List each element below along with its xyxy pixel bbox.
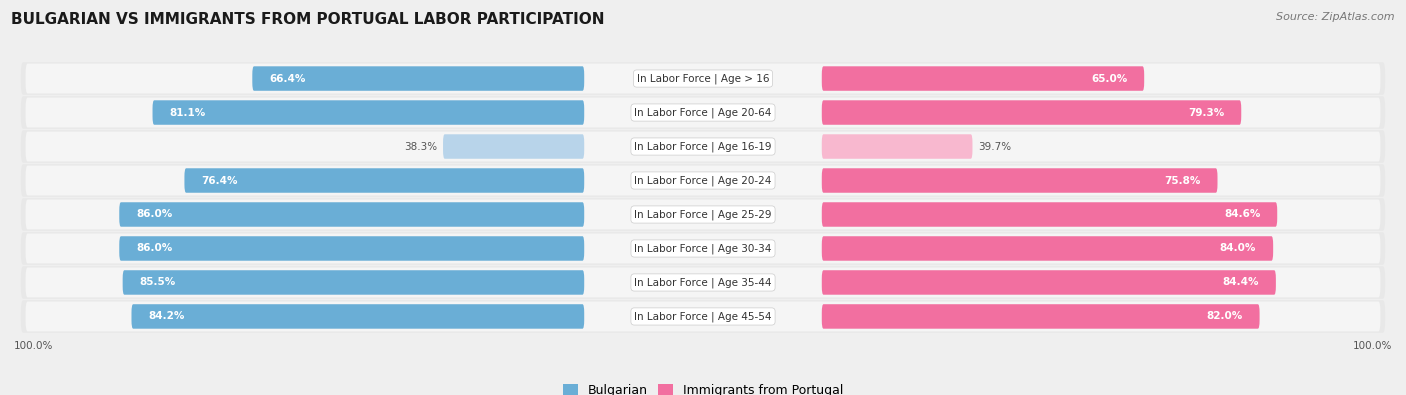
FancyBboxPatch shape — [25, 132, 1381, 162]
Text: In Labor Force | Age > 16: In Labor Force | Age > 16 — [637, 73, 769, 84]
Text: 76.4%: 76.4% — [201, 175, 238, 186]
FancyBboxPatch shape — [184, 168, 585, 193]
Text: In Labor Force | Age 16-19: In Labor Force | Age 16-19 — [634, 141, 772, 152]
Text: In Labor Force | Age 20-24: In Labor Force | Age 20-24 — [634, 175, 772, 186]
Text: In Labor Force | Age 25-29: In Labor Force | Age 25-29 — [634, 209, 772, 220]
FancyBboxPatch shape — [122, 270, 585, 295]
Text: 81.1%: 81.1% — [170, 107, 205, 118]
FancyBboxPatch shape — [821, 236, 1274, 261]
FancyBboxPatch shape — [21, 300, 1385, 333]
FancyBboxPatch shape — [821, 168, 1218, 193]
Text: 82.0%: 82.0% — [1206, 312, 1243, 322]
Text: 84.0%: 84.0% — [1220, 243, 1256, 254]
Text: 85.5%: 85.5% — [139, 277, 176, 288]
Text: 100.0%: 100.0% — [1353, 341, 1392, 351]
FancyBboxPatch shape — [21, 232, 1385, 265]
FancyBboxPatch shape — [152, 100, 585, 125]
Text: 75.8%: 75.8% — [1164, 175, 1201, 186]
Text: 65.0%: 65.0% — [1091, 73, 1128, 83]
FancyBboxPatch shape — [120, 202, 585, 227]
FancyBboxPatch shape — [132, 304, 585, 329]
Text: 84.4%: 84.4% — [1222, 277, 1258, 288]
Text: In Labor Force | Age 35-44: In Labor Force | Age 35-44 — [634, 277, 772, 288]
FancyBboxPatch shape — [21, 164, 1385, 197]
FancyBboxPatch shape — [252, 66, 585, 91]
FancyBboxPatch shape — [821, 66, 1144, 91]
Text: 86.0%: 86.0% — [136, 209, 173, 220]
FancyBboxPatch shape — [21, 96, 1385, 129]
Text: In Labor Force | Age 30-34: In Labor Force | Age 30-34 — [634, 243, 772, 254]
FancyBboxPatch shape — [25, 98, 1381, 128]
FancyBboxPatch shape — [21, 130, 1385, 163]
FancyBboxPatch shape — [25, 166, 1381, 196]
FancyBboxPatch shape — [821, 134, 973, 159]
Text: 38.3%: 38.3% — [405, 141, 437, 152]
FancyBboxPatch shape — [25, 267, 1381, 297]
FancyBboxPatch shape — [25, 199, 1381, 229]
Text: 79.3%: 79.3% — [1188, 107, 1225, 118]
FancyBboxPatch shape — [21, 266, 1385, 299]
FancyBboxPatch shape — [21, 62, 1385, 95]
FancyBboxPatch shape — [821, 202, 1277, 227]
Text: In Labor Force | Age 45-54: In Labor Force | Age 45-54 — [634, 311, 772, 322]
Legend: Bulgarian, Immigrants from Portugal: Bulgarian, Immigrants from Portugal — [558, 379, 848, 395]
FancyBboxPatch shape — [25, 233, 1381, 263]
Text: 84.6%: 84.6% — [1223, 209, 1260, 220]
Text: Source: ZipAtlas.com: Source: ZipAtlas.com — [1277, 12, 1395, 22]
Text: In Labor Force | Age 20-64: In Labor Force | Age 20-64 — [634, 107, 772, 118]
Text: 86.0%: 86.0% — [136, 243, 173, 254]
FancyBboxPatch shape — [21, 198, 1385, 231]
Text: 84.2%: 84.2% — [149, 312, 184, 322]
Text: 66.4%: 66.4% — [270, 73, 305, 83]
FancyBboxPatch shape — [821, 270, 1275, 295]
FancyBboxPatch shape — [25, 64, 1381, 94]
Text: 39.7%: 39.7% — [979, 141, 1011, 152]
Text: BULGARIAN VS IMMIGRANTS FROM PORTUGAL LABOR PARTICIPATION: BULGARIAN VS IMMIGRANTS FROM PORTUGAL LA… — [11, 12, 605, 27]
FancyBboxPatch shape — [821, 100, 1241, 125]
FancyBboxPatch shape — [25, 301, 1381, 331]
FancyBboxPatch shape — [443, 134, 585, 159]
FancyBboxPatch shape — [821, 304, 1260, 329]
FancyBboxPatch shape — [120, 236, 585, 261]
Text: 100.0%: 100.0% — [14, 341, 53, 351]
